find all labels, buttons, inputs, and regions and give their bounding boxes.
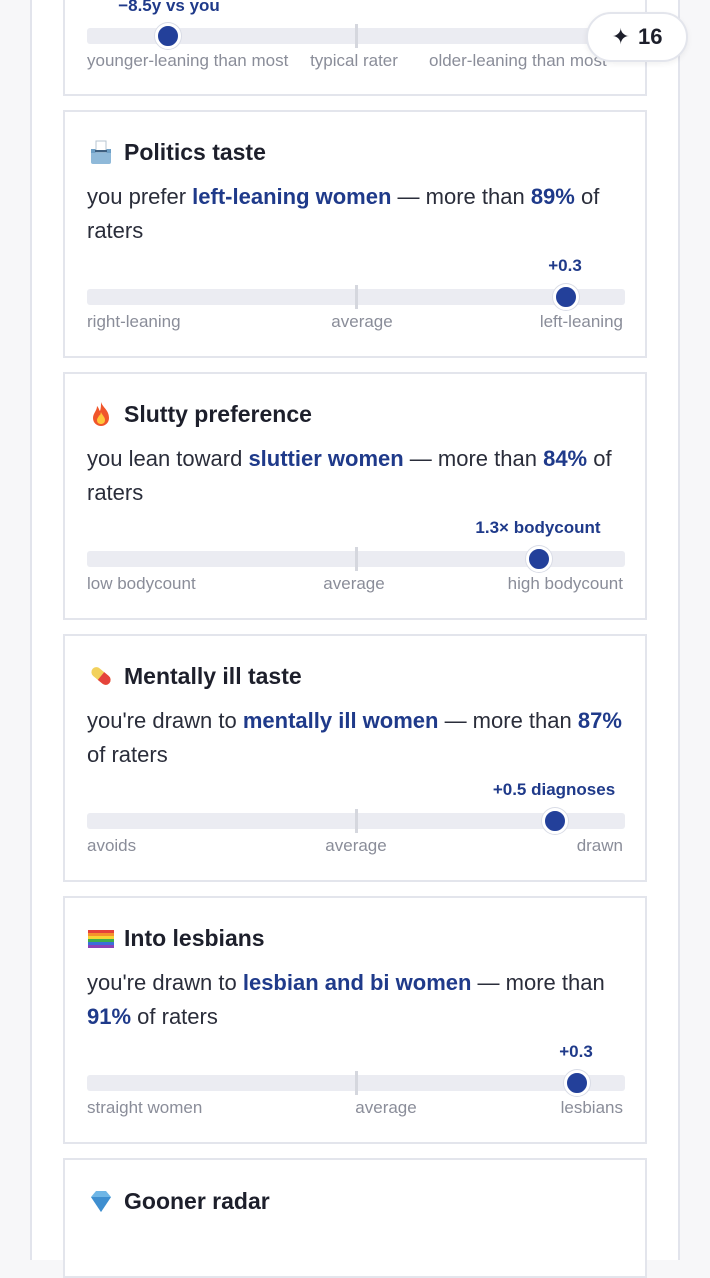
fire-icon (87, 400, 115, 428)
lesbians-card-title: Into lesbians (87, 924, 265, 952)
lesbians-desc-mid: — more than (471, 970, 605, 995)
slutty-desc-pre: you lean toward (87, 446, 249, 471)
rainbow-flag-icon (87, 924, 115, 952)
mental-title-text: Mentally ill taste (124, 662, 302, 689)
politics-desc-mid: — more than (391, 184, 531, 209)
mental-scale-middle: average (325, 836, 387, 855)
mental-slider-track (87, 808, 625, 834)
slutty-scale-right: high bodycount (507, 574, 623, 593)
slutty-preference-card: Slutty preference you lean toward slutti… (63, 372, 647, 620)
mental-scale-right: drawn (576, 836, 623, 855)
politics-title-text: Politics taste (124, 138, 266, 165)
politics-card-title: Politics taste (87, 138, 266, 166)
slutty-card-title: Slutty preference (87, 400, 312, 428)
mental-desc-post: of raters (87, 742, 168, 767)
mentally-ill-taste-card: Mentally ill taste you're drawn to menta… (63, 634, 647, 882)
age-lean-card: −8.5y vs you younger-leaning than most t… (63, 0, 647, 96)
politics-desc-post: of raters (87, 184, 600, 243)
slutty-desc-percent: 84% (543, 446, 588, 471)
politics-slider-dot (552, 284, 579, 310)
mental-desc-percent: 87% (577, 708, 622, 733)
mental-slider-dot (542, 808, 569, 834)
gooner-radar-card: Gooner radar (63, 1158, 647, 1278)
lesbians-value-label: +0.3 (559, 1042, 593, 1061)
lesbians-scale-middle: average (355, 1098, 417, 1117)
slutty-slider-dot (525, 546, 552, 572)
mental-scale-left: avoids (87, 836, 137, 855)
sparkle-icon: ✦ (611, 24, 630, 49)
age-scale-right: older-leaning than most (429, 51, 607, 70)
lesbians-scale-left: straight women (87, 1098, 203, 1117)
slutty-desc-post: of raters (87, 446, 612, 505)
lesbians-desc-pre: you're drawn to (87, 970, 243, 995)
lesbians-desc-post: of raters (131, 1004, 218, 1029)
slutty-desc-mid: — more than (403, 446, 544, 471)
politics-taste-card: Politics taste you prefer left-leaning w… (63, 110, 647, 358)
lesbians-slider-dot (563, 1070, 590, 1096)
age-scale-left: younger-leaning than most (87, 51, 289, 70)
pill-icon (87, 662, 115, 690)
slutty-slider-track (87, 546, 625, 572)
age-slider-midline (355, 24, 358, 48)
mental-value-label: +0.5 diagnoses (492, 780, 616, 799)
slutty-value-label: 1.3× bodycount (475, 518, 601, 537)
diamond-icon (87, 1187, 115, 1215)
lesbians-slider-midline (355, 1071, 358, 1095)
lesbians-scale-right: lesbians (560, 1098, 623, 1117)
ballot-box-icon (87, 138, 115, 166)
slutty-scale-left: low bodycount (87, 574, 196, 593)
gooner-title-text: Gooner radar (124, 1187, 270, 1214)
age-slider-dot (154, 23, 181, 49)
politics-desc-pre: you prefer (87, 184, 193, 209)
lesbians-slider-track (87, 1070, 625, 1096)
politics-slider-track (87, 284, 625, 310)
mental-desc-mid: — more than (438, 708, 578, 733)
mental-desc-highlight: mentally ill women (242, 708, 439, 733)
into-lesbians-card: Into lesbians you're drawn to lesbian an… (63, 896, 647, 1144)
slutty-description: you lean toward sluttier women — more th… (87, 442, 632, 510)
mental-desc-pre: you're drawn to (87, 708, 243, 733)
lesbians-description: you're drawn to lesbian and bi women — m… (87, 966, 632, 1034)
lesbians-title-text: Into lesbians (124, 924, 265, 951)
politics-scale-right: left-leaning (539, 312, 623, 331)
politics-desc-highlight: left-leaning women (192, 184, 392, 209)
mental-slider-midline (355, 809, 358, 833)
slutty-title-text: Slutty preference (124, 400, 312, 427)
slutty-desc-highlight: sluttier women (248, 446, 404, 471)
mental-card-title: Mentally ill taste (87, 662, 302, 690)
slutty-scale-middle: average (323, 574, 385, 593)
age-scale-middle: typical rater (310, 51, 398, 70)
politics-desc-percent: 89% (530, 184, 575, 209)
politics-scale-left: right-leaning (87, 312, 181, 331)
politics-value-label: +0.3 (548, 256, 582, 275)
lesbians-desc-highlight: lesbian and bi women (242, 970, 472, 995)
age-slider-track (87, 23, 625, 49)
lesbians-desc-percent: 91% (87, 1004, 132, 1029)
gooner-card-title: Gooner radar (87, 1187, 270, 1215)
slutty-slider-midline (355, 547, 358, 571)
age-value-label: −8.5y vs you (118, 0, 220, 15)
sparkle-count-badge[interactable]: ✦ 16 (586, 12, 688, 62)
politics-slider-midline (355, 285, 358, 309)
politics-description: you prefer left-leaning women — more tha… (87, 180, 632, 248)
sparkle-count: 16 (637, 24, 663, 49)
mental-description: you're drawn to mentally ill women — mor… (87, 704, 632, 772)
politics-scale-middle: average (331, 312, 393, 331)
